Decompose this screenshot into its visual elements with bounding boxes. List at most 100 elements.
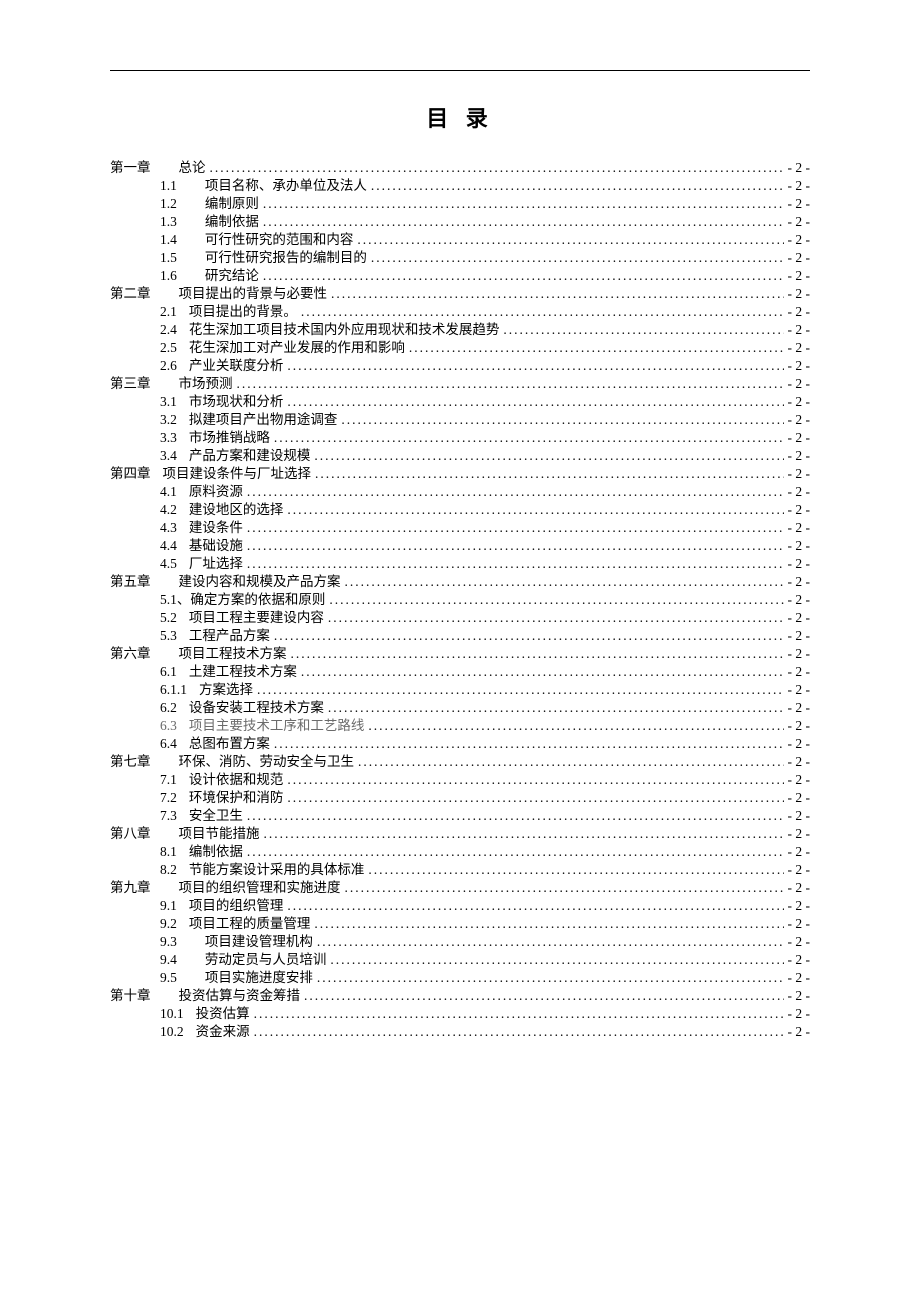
toc-leader-dots bbox=[254, 1025, 784, 1039]
toc-entry-number: 5.1、 bbox=[160, 593, 190, 607]
toc-entry: 5.3工程产品方案- 2 - bbox=[110, 629, 810, 643]
toc-leader-dots bbox=[301, 665, 784, 679]
toc-entry: 9.5项目实施进度安排- 2 - bbox=[110, 971, 810, 985]
toc-entry-text: 市场推销战略 bbox=[189, 431, 270, 445]
toc-entry: 10.2资金来源- 2 - bbox=[110, 1025, 810, 1039]
toc-entry-number: 第一章 bbox=[110, 161, 151, 175]
toc-entry: 5.1、确定方案的依据和原则- 2 - bbox=[110, 593, 810, 607]
toc-entry: 5.2项目工程主要建设内容- 2 - bbox=[110, 611, 810, 625]
toc-entry-number: 第三章 bbox=[110, 377, 151, 391]
toc-entry-text: 建设条件 bbox=[189, 521, 243, 535]
toc-entry: 1.6研究结论- 2 - bbox=[110, 269, 810, 283]
toc-entry-number: 9.3 bbox=[160, 935, 177, 949]
document-page: 目 录 第一章总论- 2 -1.1项目名称、承办单位及法人- 2 -1.2编制原… bbox=[0, 0, 920, 1083]
toc-entry: 8.2节能方案设计采用的具体标准- 2 - bbox=[110, 863, 810, 877]
toc-entry-text: 市场预测 bbox=[179, 377, 233, 391]
toc-entry-number: 5.3 bbox=[160, 629, 177, 643]
toc-entry-page: - 2 - bbox=[788, 539, 811, 553]
toc-entry-text: 项目工程技术方案 bbox=[179, 647, 287, 661]
toc-leader-dots bbox=[317, 971, 784, 985]
toc-entry-number: 第九章 bbox=[110, 881, 151, 895]
toc-leader-dots bbox=[315, 467, 784, 481]
toc-entry-page: - 2 - bbox=[788, 899, 811, 913]
toc-entry-number: 第二章 bbox=[110, 287, 151, 301]
toc-entry-text: 总图布置方案 bbox=[189, 737, 270, 751]
toc-entry: 4.5厂址选择- 2 - bbox=[110, 557, 810, 571]
toc-entry-page: - 2 - bbox=[788, 287, 811, 301]
toc-entry-number: 第六章 bbox=[110, 647, 151, 661]
toc-entry-page: - 2 - bbox=[788, 323, 811, 337]
toc-entry-text: 研究结论 bbox=[205, 269, 259, 283]
toc-entry: 6.2设备安装工程技术方案- 2 - bbox=[110, 701, 810, 715]
toc-entry-page: - 2 - bbox=[788, 377, 811, 391]
toc-entry: 4.1原料资源- 2 - bbox=[110, 485, 810, 499]
toc-entry-page: - 2 - bbox=[788, 1007, 811, 1021]
toc-leader-dots bbox=[371, 251, 784, 265]
toc-entry-text: 安全卫生 bbox=[189, 809, 243, 823]
toc-entry-text: 设计依据和规范 bbox=[189, 773, 284, 787]
toc-leader-dots bbox=[287, 773, 783, 787]
toc-entry: 6.1土建工程技术方案- 2 - bbox=[110, 665, 810, 679]
toc-entry: 7.1设计依据和规范- 2 - bbox=[110, 773, 810, 787]
toc-leader-dots bbox=[210, 161, 784, 175]
toc-leader-dots bbox=[247, 485, 784, 499]
toc-entry-text: 项目主要技术工序和工艺路线 bbox=[189, 719, 365, 733]
toc-entry: 1.2编制原则- 2 - bbox=[110, 197, 810, 211]
toc-entry-text: 项目节能措施 bbox=[179, 827, 260, 841]
toc-entry-page: - 2 - bbox=[788, 611, 811, 625]
toc-leader-dots bbox=[328, 611, 784, 625]
toc-leader-dots bbox=[274, 629, 784, 643]
toc-leader-dots bbox=[304, 989, 784, 1003]
toc-entry-number: 第四章 bbox=[110, 467, 151, 481]
toc-entry-number: 4.4 bbox=[160, 539, 177, 553]
toc-entry-page: - 2 - bbox=[788, 593, 811, 607]
table-of-contents: 第一章总论- 2 -1.1项目名称、承办单位及法人- 2 -1.2编制原则- 2… bbox=[110, 161, 810, 1039]
toc-entry-page: - 2 - bbox=[788, 215, 811, 229]
toc-entry: 第三章 市场预测 - 2 - bbox=[110, 377, 810, 391]
toc-entry-text: 市场现状和分析 bbox=[189, 395, 284, 409]
toc-entry-page: - 2 - bbox=[788, 431, 811, 445]
toc-entry-page: - 2 - bbox=[788, 953, 811, 967]
toc-leader-dots bbox=[257, 683, 784, 697]
toc-entry: 4.4基础设施- 2 - bbox=[110, 539, 810, 553]
toc-leader-dots bbox=[357, 233, 783, 247]
toc-entry-text: 项目工程的质量管理 bbox=[189, 917, 311, 931]
toc-entry-text: 产业关联度分析 bbox=[189, 359, 284, 373]
toc-entry-number: 1.3 bbox=[160, 215, 177, 229]
toc-entry-text: 土建工程技术方案 bbox=[189, 665, 297, 679]
toc-entry-number: 4.1 bbox=[160, 485, 177, 499]
toc-entry-page: - 2 - bbox=[788, 791, 811, 805]
toc-entry-page: - 2 - bbox=[788, 845, 811, 859]
toc-entry-number: 5.2 bbox=[160, 611, 177, 625]
toc-entry-number: 4.2 bbox=[160, 503, 177, 517]
toc-entry: 第一章总论- 2 - bbox=[110, 161, 810, 175]
toc-entry: 3.2拟建项目产出物用途调查- 2 - bbox=[110, 413, 810, 427]
toc-leader-dots bbox=[254, 1007, 784, 1021]
toc-entry-number: 9.1 bbox=[160, 899, 177, 913]
toc-entry-text: 项目提出的背景。 bbox=[189, 305, 297, 319]
toc-leader-dots bbox=[301, 305, 784, 319]
toc-entry-page: - 2 - bbox=[788, 827, 811, 841]
toc-entry: 第七章环保、消防、劳动安全与卫生- 2 - bbox=[110, 755, 810, 769]
toc-entry: 第五章 建设内容和规模及产品方案- 2 - bbox=[110, 575, 810, 589]
toc-entry-number: 1.4 bbox=[160, 233, 177, 247]
toc-entry-number: 9.2 bbox=[160, 917, 177, 931]
toc-entry: 第八章项目节能措施- 2 - bbox=[110, 827, 810, 841]
toc-entry-page: - 2 - bbox=[788, 503, 811, 517]
toc-entry-number: 6.1.1 bbox=[160, 683, 187, 697]
toc-entry: 9.4 劳动定员与人员培训- 2 - bbox=[110, 953, 810, 967]
toc-entry-page: - 2 - bbox=[788, 809, 811, 823]
toc-entry-text: 可行性研究报告的编制目的 bbox=[205, 251, 367, 265]
toc-entry-number: 8.2 bbox=[160, 863, 177, 877]
toc-entry-number: 2.4 bbox=[160, 323, 177, 337]
toc-entry: 10.1投资估算- 2 - bbox=[110, 1007, 810, 1021]
toc-entry-page: - 2 - bbox=[788, 467, 811, 481]
toc-entry-number: 7.3 bbox=[160, 809, 177, 823]
toc-leader-dots bbox=[368, 719, 783, 733]
toc-entry-text: 投资估算 bbox=[196, 1007, 250, 1021]
toc-entry-text: 设备安装工程技术方案 bbox=[189, 701, 324, 715]
toc-entry-page: - 2 - bbox=[788, 935, 811, 949]
toc-entry: 3.4产品方案和建设规模- 2 - bbox=[110, 449, 810, 463]
toc-entry-number: 7.2 bbox=[160, 791, 177, 805]
toc-leader-dots bbox=[330, 953, 783, 967]
